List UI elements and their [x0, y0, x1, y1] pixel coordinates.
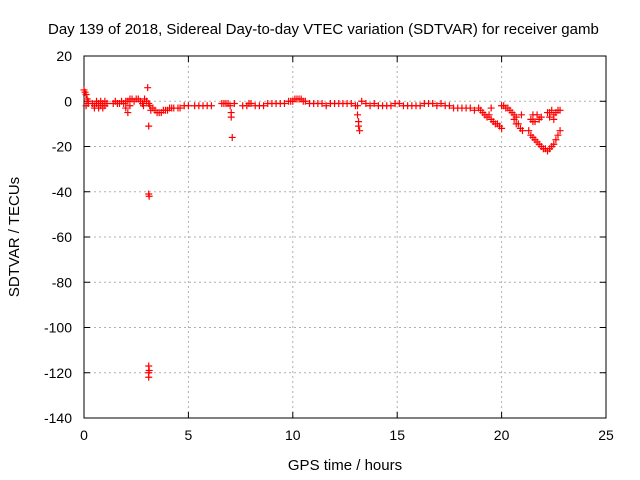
x-tick-label: 25 — [598, 427, 614, 443]
data-point — [387, 102, 395, 110]
data-point — [550, 115, 558, 123]
data-point — [145, 192, 153, 200]
x-axis-label: GPS time / hours — [288, 457, 402, 474]
data-series — [80, 84, 564, 381]
data-point — [550, 140, 558, 148]
data-point — [514, 120, 522, 128]
x-tick-label: 15 — [389, 427, 405, 443]
data-point — [301, 97, 309, 105]
data-point — [517, 111, 525, 119]
data-point — [556, 127, 564, 135]
y-tick-label: 20 — [56, 48, 72, 64]
data-point — [395, 100, 403, 108]
data-point — [140, 102, 148, 110]
data-point — [82, 90, 90, 98]
data-point — [176, 104, 184, 112]
y-tick-label: -40 — [52, 184, 72, 200]
data-point — [362, 100, 370, 108]
y-tick-label: -140 — [44, 410, 72, 426]
y-tick-label: -20 — [52, 139, 72, 155]
data-point — [466, 104, 474, 112]
data-point — [99, 104, 107, 112]
y-tick-label: -100 — [44, 320, 72, 336]
data-point — [370, 100, 378, 108]
data-point — [445, 102, 453, 110]
data-point — [354, 102, 362, 110]
y-axis-label: SDTVAR / TECUs — [6, 177, 23, 297]
data-point — [347, 100, 355, 108]
data-point — [358, 97, 366, 105]
y-tick-label: -60 — [52, 229, 72, 245]
data-point — [525, 127, 533, 135]
data-point — [433, 102, 441, 110]
data-point — [518, 127, 526, 135]
data-point — [228, 133, 236, 141]
data-point — [470, 106, 478, 114]
data-point — [226, 102, 234, 110]
data-point — [554, 131, 562, 139]
y-tick-label: 0 — [64, 93, 72, 109]
data-point — [533, 111, 541, 119]
data-point — [531, 118, 539, 126]
data-point — [537, 113, 545, 121]
data-point — [548, 106, 556, 114]
y-tick-label: -120 — [44, 365, 72, 381]
data-point — [429, 100, 437, 108]
chart-title: Day 139 of 2018, Sidereal Day-to-day VTE… — [48, 21, 599, 38]
data-point — [230, 100, 238, 108]
data-point — [126, 102, 134, 110]
x-tick-label: 5 — [185, 427, 193, 443]
x-tick-label: 0 — [80, 427, 88, 443]
data-point — [184, 102, 192, 110]
data-point — [487, 104, 495, 112]
data-point — [227, 113, 235, 121]
grid — [84, 56, 606, 418]
data-point — [437, 100, 445, 108]
data-point — [498, 124, 506, 132]
data-point — [318, 100, 326, 108]
axis-ticks: 0 5 10 15 20 25 20 0 -20 -40 -60 -80 -100 -120 -140 — [44, 48, 614, 443]
x-tick-label: 20 — [494, 427, 510, 443]
data-point — [124, 109, 132, 117]
data-point — [556, 106, 564, 114]
data-point — [101, 97, 109, 105]
data-point — [354, 111, 362, 119]
data-point — [122, 104, 130, 112]
data-point — [552, 136, 560, 144]
data-point — [145, 373, 153, 381]
data-point — [510, 115, 518, 123]
data-point — [280, 100, 288, 108]
data-point — [322, 102, 330, 110]
data-point — [546, 113, 554, 121]
data-point — [145, 122, 153, 130]
x-tick-label: 10 — [285, 427, 301, 443]
data-point — [356, 127, 364, 135]
data-point — [416, 102, 424, 110]
data-point — [366, 102, 374, 110]
data-point — [144, 84, 152, 92]
data-point — [485, 111, 493, 119]
y-tick-label: -80 — [52, 274, 72, 290]
data-point — [260, 102, 268, 110]
data-point — [355, 122, 363, 130]
data-point — [207, 102, 215, 110]
data-point — [247, 100, 255, 108]
